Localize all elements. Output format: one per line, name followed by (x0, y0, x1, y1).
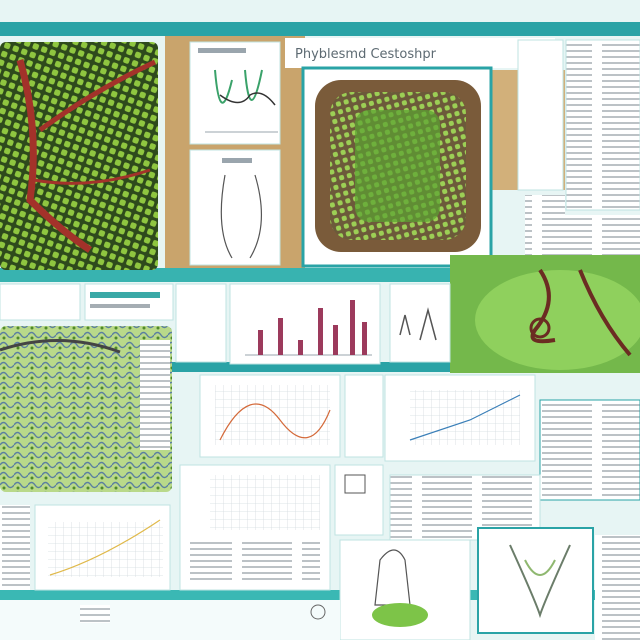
specimen-sketch (339, 539, 471, 640)
map-panel (0, 326, 172, 492)
text-card (344, 374, 384, 458)
sketch-card (389, 283, 451, 363)
bar-chart-card (229, 283, 381, 365)
teal-band (0, 22, 640, 36)
text-card (175, 283, 227, 363)
chart-card (34, 504, 171, 591)
teal-band (0, 362, 640, 372)
text-card (539, 399, 640, 501)
text-card (595, 535, 640, 640)
table-card (179, 464, 331, 591)
icon (344, 474, 366, 494)
chart-card (189, 41, 281, 145)
footer-text (80, 605, 110, 623)
document-card (525, 195, 565, 255)
chart-card (189, 149, 281, 266)
text-card (0, 505, 30, 590)
teal-band (0, 590, 640, 600)
specimen-sketch (477, 527, 594, 634)
document-card (517, 39, 640, 255)
footer-icon (310, 604, 326, 620)
line-chart-card (384, 374, 536, 462)
header-strip (285, 38, 555, 68)
leaf-image (450, 255, 640, 373)
text-card (0, 283, 81, 321)
line-chart-card (199, 374, 341, 458)
icon-card (334, 464, 384, 536)
footer-strip (0, 600, 340, 640)
card-line (90, 304, 150, 308)
title: Phyblesmd Cestoshpr (295, 47, 437, 62)
leaf-panel (0, 42, 158, 270)
text-card (84, 283, 174, 321)
specimen-image (301, 66, 493, 268)
card-heading (90, 292, 160, 298)
